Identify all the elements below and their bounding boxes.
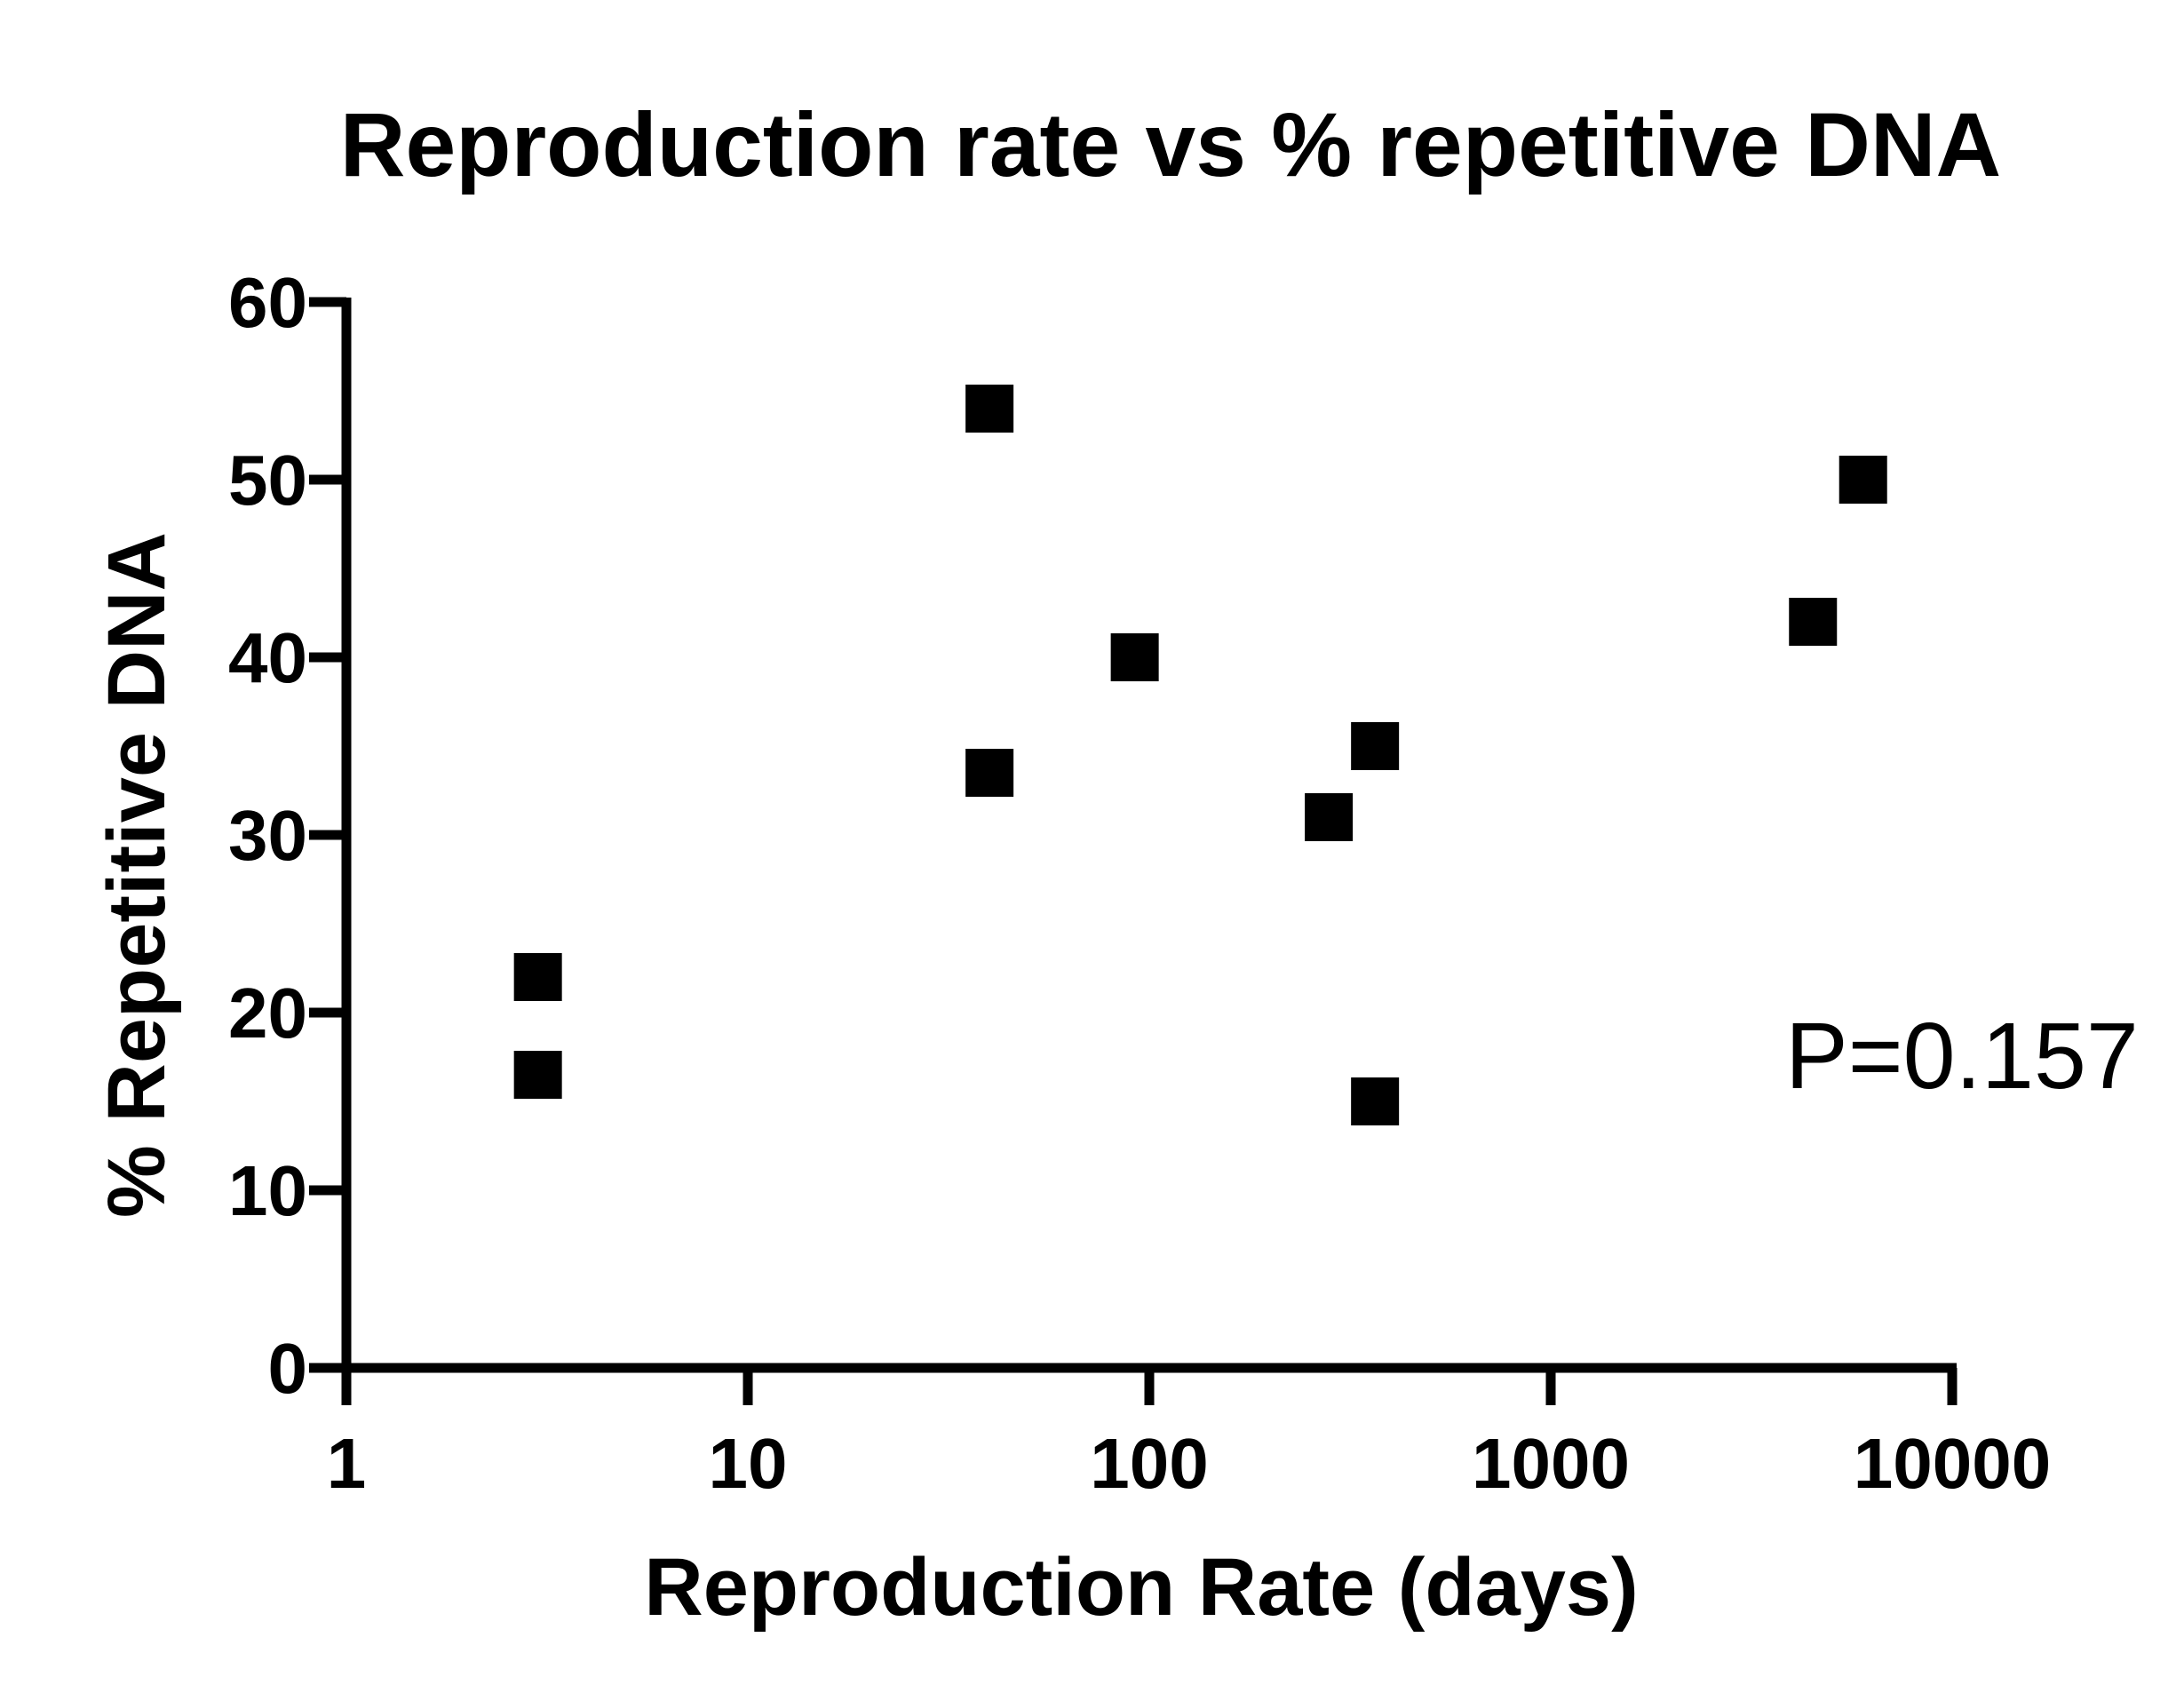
p-value-annotation: P=0.157 <box>1785 1004 2139 1109</box>
y-axis-ticks: 0 10 20 30 40 50 60 <box>228 263 346 1408</box>
y-axis-label: % Repetitive DNA <box>91 532 182 1218</box>
data-point <box>1110 633 1159 681</box>
x-tick-label: 1 <box>327 1424 367 1503</box>
x-axis-ticks: 1 10 100 1000 10000 <box>327 1368 2051 1503</box>
data-point <box>965 749 1014 797</box>
x-tick-label: 10 <box>709 1424 788 1503</box>
x-axis-label: Reproduction Rate (days) <box>644 1542 1638 1633</box>
data-point <box>1305 793 1354 841</box>
y-tick-label: 40 <box>228 618 307 697</box>
y-tick-label: 60 <box>228 263 307 342</box>
y-tick-label: 0 <box>268 1329 308 1408</box>
axes <box>341 298 1957 1373</box>
y-tick-label: 30 <box>228 796 307 875</box>
y-tick-label: 50 <box>228 441 307 520</box>
x-tick-label: 10000 <box>1854 1424 2051 1503</box>
x-tick-label: 1000 <box>1472 1424 1630 1503</box>
y-tick-label: 10 <box>228 1151 307 1230</box>
data-point <box>1789 598 1838 646</box>
data-point <box>1839 456 1887 504</box>
data-point <box>965 385 1014 433</box>
data-point <box>1351 722 1400 770</box>
data-point <box>513 953 562 1001</box>
y-tick-label: 20 <box>228 974 307 1053</box>
chart-title: Reproduction rate vs % repetitive DNA <box>340 94 2001 195</box>
data-point <box>513 1051 562 1099</box>
x-tick-label: 100 <box>1090 1424 1208 1503</box>
data-points <box>513 385 1887 1125</box>
data-point <box>1351 1077 1400 1125</box>
